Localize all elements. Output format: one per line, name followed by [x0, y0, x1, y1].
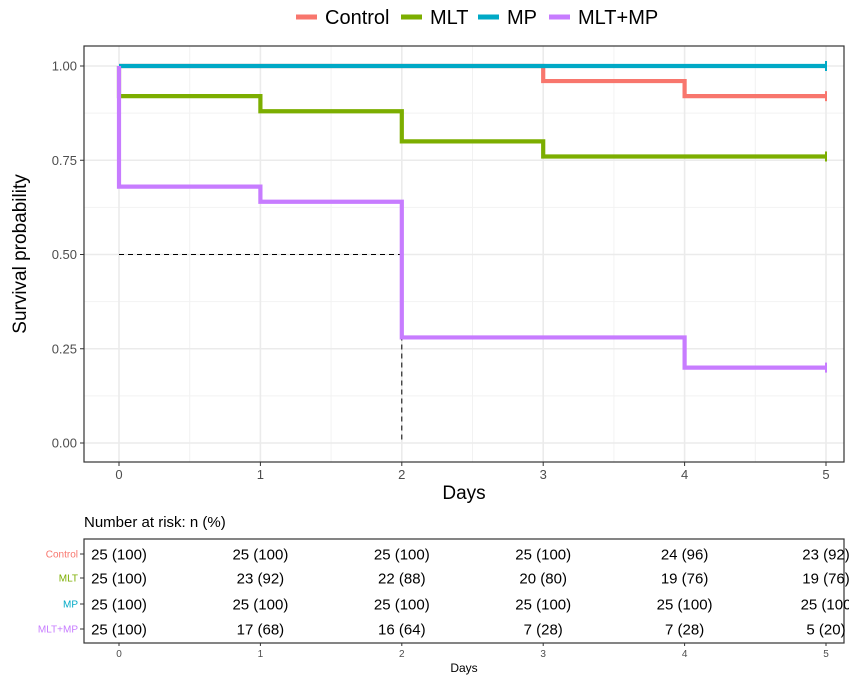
legend-label-mp: MP: [507, 7, 537, 29]
risk-cell: 17 (68): [237, 622, 285, 639]
x-tick-label: 1: [257, 467, 264, 482]
legend-label-mlt-mp: MLT+MP: [578, 7, 658, 29]
risk-x-tick-label: 3: [540, 649, 546, 660]
x-axis-title: Days: [442, 483, 485, 504]
risk-cell: 25 (100): [232, 597, 288, 614]
risk-row-label: MP: [63, 600, 78, 611]
risk-x-axis-title: Days: [450, 661, 477, 675]
risk-cell: 7 (28): [524, 622, 563, 639]
curve-mlt-mp: [116, 66, 826, 370]
x-tick-label: 2: [398, 467, 405, 482]
risk-cell: 7 (28): [665, 622, 704, 639]
risk-cell: 25 (100): [91, 571, 147, 588]
risk-table-title: Number at risk: n (%): [84, 514, 226, 531]
x-tick-label: 4: [681, 467, 688, 482]
y-tick-label: 0.00: [52, 436, 77, 451]
risk-cell: 25 (100): [657, 597, 713, 614]
risk-cell: 25 (100): [515, 597, 571, 614]
risk-row-label: Control: [46, 550, 78, 561]
risk-cell: 25 (100): [91, 622, 147, 639]
risk-row-label: MLT+MP: [38, 625, 78, 636]
risk-x-tick-label: 1: [258, 649, 264, 660]
risk-cell: 19 (76): [661, 571, 709, 588]
risk-cell: 25 (100): [374, 547, 430, 564]
y-tick-label: 0.50: [52, 247, 77, 262]
risk-cell: 25 (100): [374, 597, 430, 614]
y-tick-label: 0.75: [52, 153, 77, 168]
y-tick-label: 1.00: [52, 59, 77, 74]
risk-x-tick-label: 4: [682, 649, 688, 660]
y-axis-title: Survival probability: [10, 174, 31, 334]
risk-table-border: [83, 538, 845, 644]
risk-cell: 20 (80): [519, 571, 567, 588]
y-tick-label: 0.25: [52, 341, 77, 356]
x-tick-label: 0: [115, 467, 122, 482]
risk-x-tick-label: 0: [116, 649, 122, 660]
risk-cell: 24 (96): [661, 547, 709, 564]
risk-row-label: MLT: [59, 574, 78, 585]
risk-cell: 25 (100: [801, 597, 849, 614]
legend-label-control: Control: [325, 7, 389, 29]
risk-x-tick-label: 5: [823, 649, 829, 660]
curve-mlt: [116, 66, 826, 159]
risk-cell: 19 (76): [802, 571, 849, 588]
risk-cell: 25 (100): [91, 597, 147, 614]
x-tick-label: 5: [822, 467, 829, 482]
risk-cell: 22 (88): [378, 571, 426, 588]
risk-cell: 25 (100): [515, 547, 571, 564]
risk-cell: 16 (64): [378, 622, 426, 639]
risk-cell: 25 (100): [91, 547, 147, 564]
risk-cell: 5 (20): [806, 622, 845, 639]
risk-cell: 23 (92): [237, 571, 285, 588]
risk-cell: 25 (100): [232, 547, 288, 564]
legend-label-mlt: MLT: [430, 7, 469, 29]
risk-cell: 23 (92): [802, 547, 849, 564]
risk-x-tick-label: 2: [399, 649, 405, 660]
x-tick-label: 3: [540, 467, 547, 482]
